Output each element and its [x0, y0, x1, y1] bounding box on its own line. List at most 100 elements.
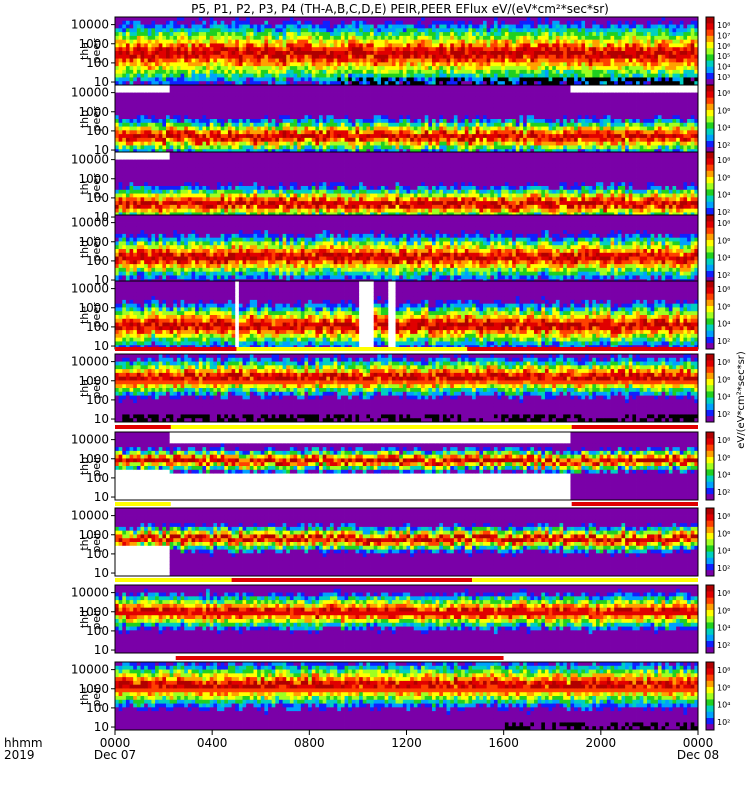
heatmap-cell [249, 134, 254, 139]
heatmap-cell [395, 32, 400, 37]
heatmap-cell [421, 17, 426, 22]
heatmap-cell [162, 122, 167, 127]
heatmap-cell [428, 73, 433, 78]
heatmap-cell [300, 62, 305, 67]
heatmap-cell [676, 51, 681, 56]
heatmap-cell [166, 96, 171, 101]
heatmap-cell [333, 24, 338, 29]
heatmap-cell [155, 54, 160, 59]
heatmap-cell [665, 77, 670, 82]
heatmap-cell [544, 39, 549, 44]
heatmap-cell [446, 130, 451, 135]
heatmap-cell [319, 62, 324, 67]
heatmap-cell [585, 47, 590, 52]
heatmap-cell [147, 39, 152, 44]
heatmap-cell [497, 66, 502, 71]
heatmap-cell [344, 58, 349, 63]
heatmap-cell [410, 92, 415, 97]
heatmap-cell [391, 119, 396, 124]
heatmap-cell [490, 69, 495, 75]
heatmap-cell [432, 122, 437, 127]
heatmap-cell [563, 73, 568, 78]
heatmap-cell [220, 24, 225, 29]
heatmap-cell [475, 54, 480, 59]
heatmap-cell [457, 62, 462, 67]
heatmap-cell [486, 130, 491, 135]
heatmap-cell [566, 32, 571, 37]
heatmap-cell [253, 92, 258, 97]
heatmap-cell [282, 35, 287, 41]
heatmap-cell [694, 20, 699, 25]
heatmap-cell [632, 35, 637, 41]
heatmap-cell [173, 24, 178, 29]
heatmap-cell [180, 111, 185, 116]
heatmap-cell [483, 134, 488, 139]
heatmap-cell [340, 43, 345, 48]
heatmap-cell [297, 58, 302, 63]
heatmap-cell [191, 69, 196, 75]
heatmap-cell [326, 24, 331, 29]
heatmap-cell [413, 58, 418, 63]
heatmap-cell [122, 149, 127, 154]
heatmap-cell [373, 92, 378, 97]
heatmap-cell [224, 107, 229, 112]
heatmap-cell [610, 28, 615, 33]
heatmap-cell [213, 54, 218, 59]
heatmap-cell [490, 111, 495, 116]
heatmap-cell [548, 81, 553, 86]
heatmap-cell [475, 141, 480, 146]
heatmap-cell [679, 20, 684, 25]
heatmap-cell [373, 107, 378, 112]
heatmap-cell [289, 58, 294, 63]
heatmap-cell [162, 100, 167, 105]
heatmap-cell [115, 126, 120, 131]
heatmap-cell [410, 43, 415, 48]
heatmap-cell [621, 73, 626, 78]
heatmap-cell [173, 92, 178, 97]
heatmap-cell [442, 88, 447, 93]
heatmap-cell [293, 122, 298, 127]
heatmap-cell [355, 43, 360, 48]
heatmap-cell [570, 43, 575, 48]
heatmap-cell [195, 130, 200, 135]
heatmap-cell [166, 24, 171, 29]
heatmap-cell [187, 47, 192, 52]
heatmap-cell [286, 39, 291, 44]
heatmap-cell [253, 24, 258, 29]
heatmap-cell [166, 32, 171, 37]
heatmap-cell [362, 77, 367, 82]
heatmap-cell [231, 32, 236, 37]
heatmap-cell [242, 32, 247, 37]
heatmap-cell [227, 92, 232, 97]
heatmap-cell [384, 88, 389, 93]
heatmap-cell [646, 66, 652, 71]
heatmap-cell [515, 39, 520, 44]
colorbar-tick-label: 10³ [717, 73, 730, 82]
heatmap-cell [286, 51, 291, 56]
heatmap-cell [585, 66, 590, 71]
heatmap-cell [439, 28, 444, 33]
heatmap-cell [421, 66, 426, 71]
heatmap-cell [162, 103, 167, 109]
heatmap-cell [344, 43, 349, 48]
heatmap-cell [512, 39, 517, 44]
heatmap-cell [421, 126, 426, 131]
heatmap-cell [457, 32, 462, 37]
heatmap-cell [446, 28, 451, 33]
heatmap-cell [304, 111, 309, 116]
heatmap-cell [388, 88, 393, 93]
heatmap-cell [497, 77, 502, 82]
heatmap-cell [639, 51, 644, 56]
heatmap-cell [391, 58, 396, 63]
heatmap-cell [220, 20, 225, 25]
heatmap-cell [217, 145, 222, 150]
heatmap-cell [253, 96, 258, 101]
heatmap-cell [286, 149, 291, 154]
heatmap-cell [162, 145, 167, 150]
heatmap-cell [151, 20, 156, 25]
heatmap-cell [351, 134, 356, 139]
heatmap-cell [304, 28, 309, 33]
heatmap-cell [213, 77, 218, 82]
heatmap-cell [238, 96, 243, 101]
heatmap-cell [636, 77, 641, 82]
